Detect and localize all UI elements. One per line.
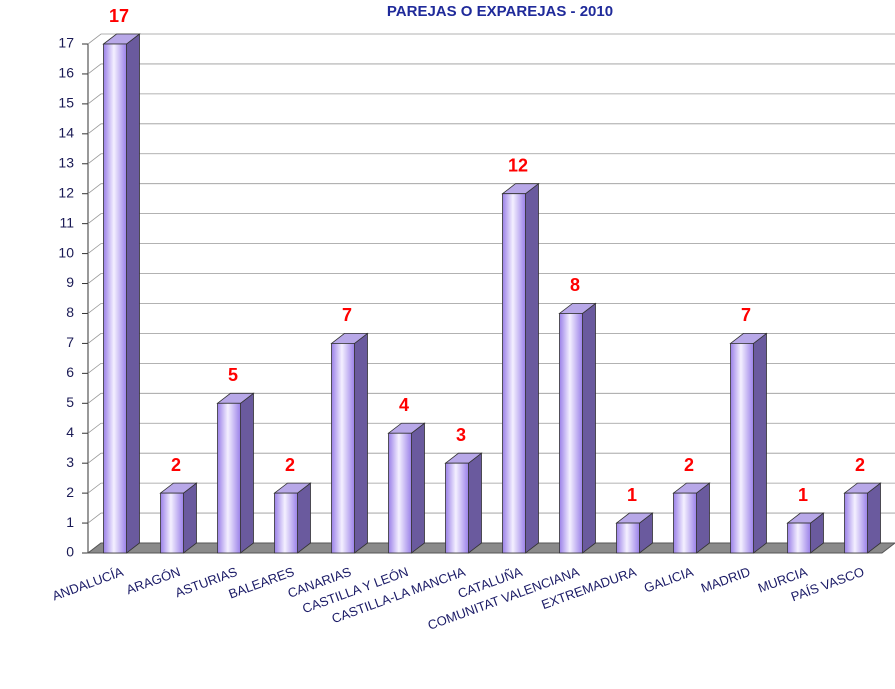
grid-line xyxy=(87,452,895,464)
y-tick-label: 7 xyxy=(66,334,74,350)
y-tick-label: 16 xyxy=(58,65,74,81)
grid-line xyxy=(87,392,895,404)
bar-front xyxy=(730,343,754,554)
grid-line xyxy=(87,512,895,524)
bar-front xyxy=(388,432,412,554)
bar-side xyxy=(240,392,254,554)
value-label: 4 xyxy=(399,395,409,415)
bar-side xyxy=(867,482,881,554)
bar xyxy=(843,482,882,554)
grid-line xyxy=(87,243,895,254)
value-label: 2 xyxy=(684,455,694,475)
x-tick-label: MADRID xyxy=(699,564,752,596)
bar xyxy=(729,332,768,554)
x-tick-label: ANDALUCÍA xyxy=(50,564,125,604)
bar-side xyxy=(696,482,710,554)
bar-front xyxy=(445,462,469,554)
y-tick-label: 4 xyxy=(66,424,74,440)
bar xyxy=(159,482,198,554)
y-tick-label: 0 xyxy=(66,544,74,560)
value-label: 8 xyxy=(570,275,580,295)
bar-side xyxy=(753,332,767,554)
y-tick-label: 14 xyxy=(58,125,74,141)
bar xyxy=(501,182,540,554)
bar-side xyxy=(525,182,539,554)
value-label: 7 xyxy=(741,305,751,325)
value-label: 2 xyxy=(171,455,181,475)
grid-line xyxy=(87,362,895,374)
bar-front xyxy=(160,492,184,554)
value-label: 3 xyxy=(456,425,466,445)
y-tick-label: 8 xyxy=(66,304,74,320)
x-tick-label: GALICIA xyxy=(642,564,696,596)
bar-side xyxy=(582,302,596,554)
grid-line xyxy=(87,303,895,314)
bar-front xyxy=(559,313,583,554)
y-tick-label: 15 xyxy=(58,95,74,111)
bar-front xyxy=(217,402,241,554)
bar-side xyxy=(468,452,482,554)
bar xyxy=(273,482,312,554)
bar xyxy=(102,33,141,554)
grid-line xyxy=(87,153,895,165)
grid-line xyxy=(87,482,895,494)
bar xyxy=(444,452,483,554)
bar-front xyxy=(103,43,127,554)
value-label: 1 xyxy=(798,485,808,505)
value-label: 17 xyxy=(109,6,129,26)
bar xyxy=(387,422,426,554)
chart-title: PAREJAS O EXPAREJAS - 2010 xyxy=(387,3,613,20)
y-tick-label: 13 xyxy=(58,154,74,170)
bar-front xyxy=(331,343,355,554)
y-tick-label: 5 xyxy=(66,394,74,410)
grid-line xyxy=(87,63,895,75)
y-tick-label: 3 xyxy=(66,454,74,470)
bar-side xyxy=(354,332,368,554)
y-tick-label: 10 xyxy=(58,244,74,260)
value-label: 5 xyxy=(228,365,238,385)
y-tick-label: 9 xyxy=(66,274,74,290)
value-label: 12 xyxy=(508,155,528,175)
value-label: 1 xyxy=(627,485,637,505)
x-tick-label: ARAGÓN xyxy=(124,564,182,597)
bar-side xyxy=(297,482,311,554)
grid-line xyxy=(87,422,895,434)
bar xyxy=(672,482,711,554)
bar-side xyxy=(183,482,197,554)
bar xyxy=(615,512,654,554)
grid-line xyxy=(87,33,895,45)
bar xyxy=(786,512,825,554)
bar xyxy=(558,302,597,554)
grid-line xyxy=(87,213,895,224)
y-tick-label: 6 xyxy=(66,364,74,380)
bar-side xyxy=(411,422,425,554)
bar-front xyxy=(787,522,811,554)
bar-front xyxy=(844,492,868,554)
grid-line xyxy=(87,273,895,284)
bar-front xyxy=(502,193,526,554)
bar-front xyxy=(616,522,640,554)
y-tick-label: 17 xyxy=(58,35,74,51)
y-tick-label: 1 xyxy=(66,514,74,530)
y-tick-label: 2 xyxy=(66,484,74,500)
grid-line xyxy=(87,93,895,105)
grid-line xyxy=(87,333,895,344)
bar xyxy=(216,392,255,554)
value-label: 2 xyxy=(855,455,865,475)
bar-front xyxy=(673,492,697,554)
grid-line xyxy=(87,123,895,135)
x-tick-label: BALEARES xyxy=(227,564,297,602)
value-label: 2 xyxy=(285,455,295,475)
grid-line xyxy=(87,183,895,195)
bar-front xyxy=(274,492,298,554)
bar-side xyxy=(126,33,140,554)
bar xyxy=(330,332,369,554)
floor xyxy=(86,542,895,554)
value-label: 7 xyxy=(342,305,352,325)
y-tick-label: 11 xyxy=(59,214,74,230)
y-tick-label: 12 xyxy=(58,184,74,200)
